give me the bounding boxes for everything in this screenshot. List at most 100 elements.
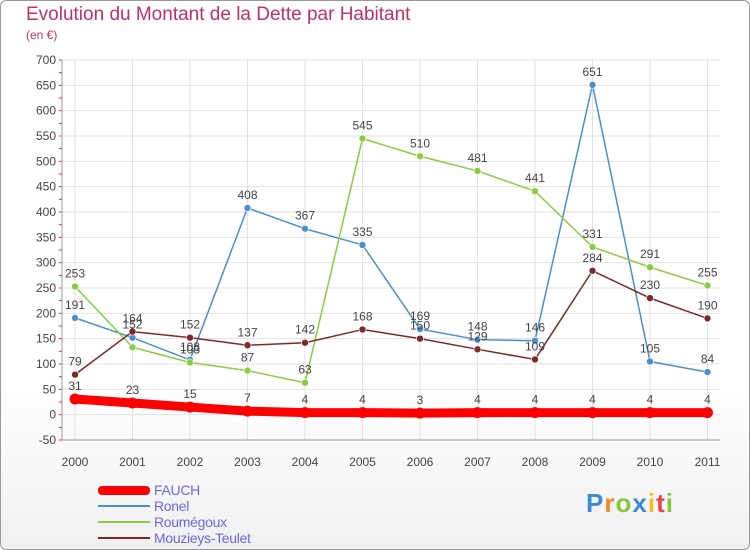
- data-point: [186, 358, 194, 367]
- data-point: [127, 397, 138, 409]
- data-label: 146: [525, 321, 545, 335]
- data-point: [646, 357, 654, 366]
- x-tick-label: 2006: [407, 455, 434, 469]
- data-point: [416, 325, 424, 333]
- data-point: [531, 336, 539, 345]
- y-tick-label: 600: [36, 104, 56, 118]
- chart-legend: FAUCH Ronel Roumégoux Mouzieys-Teulet: [98, 482, 318, 546]
- logo-letter: P: [586, 488, 605, 518]
- data-label: 510: [410, 136, 430, 150]
- legend-swatch: [98, 505, 150, 507]
- data-point: [644, 407, 656, 419]
- x-tick-label: 2004: [292, 455, 319, 469]
- series-ronel: [71, 81, 712, 376]
- data-point: [531, 355, 539, 364]
- data-label: 79: [68, 355, 82, 369]
- data-point: [128, 327, 137, 336]
- data-label: 129: [467, 329, 487, 343]
- data-point: [703, 281, 712, 290]
- data-point: [242, 405, 253, 417]
- x-tick-label: 2010: [637, 455, 664, 469]
- logo-letter: i: [665, 488, 674, 518]
- logo-letter: t: [656, 488, 666, 518]
- x-tick-label: 2007: [464, 455, 491, 469]
- data-label: 169: [410, 309, 430, 323]
- x-tick-label: 2008: [522, 455, 549, 469]
- data-point: [531, 187, 539, 196]
- y-tick-label: 350: [36, 230, 56, 244]
- series-fauch: [69, 393, 713, 419]
- data-point: [358, 325, 367, 334]
- data-label: 105: [640, 341, 660, 355]
- data-label: 408: [237, 188, 257, 202]
- logo-letter: o: [615, 488, 633, 518]
- y-tick-label: 700: [36, 53, 56, 67]
- legend-label: Roumégoux: [154, 514, 227, 530]
- data-label: 152: [122, 318, 142, 332]
- data-label: 103: [180, 342, 200, 356]
- data-label: 4: [589, 393, 596, 407]
- data-point: [71, 370, 79, 379]
- data-label: 651: [582, 65, 602, 79]
- chart-subtitle: (en €): [26, 28, 58, 42]
- data-point: [243, 204, 252, 212]
- data-label: 4: [532, 393, 539, 407]
- data-label: 481: [467, 151, 487, 165]
- y-tick-label: 500: [36, 154, 56, 168]
- x-tick-label: 2005: [349, 455, 376, 469]
- x-tick-label: 2001: [119, 455, 146, 469]
- axes: -50 0 50 100 150 200 250 300 350 400 450 500 550 600 6…: [36, 53, 721, 469]
- data-label: 230: [640, 278, 660, 292]
- y-tick-label: 550: [36, 129, 56, 143]
- data-point: [416, 334, 424, 343]
- data-label: 367: [295, 209, 315, 223]
- legend-label: FAUCH: [154, 482, 200, 498]
- data-point: [243, 366, 252, 375]
- y-tick-label: 450: [36, 180, 56, 194]
- data-label: 441: [525, 171, 545, 185]
- data-point: [358, 241, 367, 249]
- y-tick-label: 300: [36, 256, 56, 270]
- data-label: 7: [244, 391, 251, 405]
- x-tick-label: 2000: [62, 455, 89, 469]
- data-label: 109: [525, 339, 545, 353]
- data-label: 253: [65, 266, 85, 280]
- data-label: 284: [582, 251, 602, 265]
- data-point: [473, 345, 482, 354]
- series-line: [74, 84, 709, 373]
- y-tick-label: 400: [36, 205, 56, 219]
- series-roum-goux: [71, 134, 712, 387]
- series-layer: [69, 81, 713, 419]
- y-tick-label: 250: [36, 281, 56, 295]
- data-label: 4: [359, 393, 366, 407]
- data-label: 152: [180, 318, 200, 332]
- x-tick-label: 2011: [695, 455, 721, 469]
- y-tick-label: 100: [36, 357, 56, 371]
- data-label: 191: [65, 298, 85, 312]
- legend-item: Mouzieys-Teulet: [98, 530, 318, 546]
- data-label: 164: [122, 312, 142, 326]
- data-label: 4: [647, 393, 654, 407]
- data-label: 3: [417, 393, 424, 407]
- data-label: 4: [474, 393, 481, 407]
- data-label: 545: [352, 119, 372, 133]
- data-point: [299, 407, 311, 419]
- data-label: 255: [697, 265, 717, 279]
- data-point: [301, 378, 309, 387]
- logo-letter: i: [647, 488, 657, 518]
- data-point: [472, 407, 483, 419]
- data-label: 137: [237, 325, 257, 339]
- x-tick-label: 2003: [234, 455, 261, 469]
- x-tick-label: 2009: [579, 455, 606, 469]
- data-point: [588, 81, 597, 89]
- data-label: 168: [352, 310, 372, 324]
- data-point: [588, 243, 597, 251]
- data-label: 150: [410, 319, 430, 333]
- data-label: 4: [302, 393, 309, 407]
- data-label: 108: [180, 340, 200, 354]
- data-label: 331: [582, 227, 602, 241]
- data-label: 84: [701, 352, 715, 366]
- series-line: [74, 270, 709, 376]
